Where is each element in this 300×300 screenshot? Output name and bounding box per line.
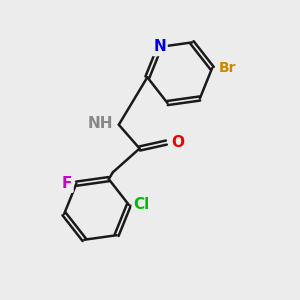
- Text: NH: NH: [88, 116, 113, 131]
- Text: Br: Br: [219, 61, 236, 75]
- Text: N: N: [153, 40, 166, 55]
- Text: F: F: [61, 176, 72, 191]
- Text: O: O: [171, 135, 184, 150]
- Text: Cl: Cl: [133, 197, 150, 212]
